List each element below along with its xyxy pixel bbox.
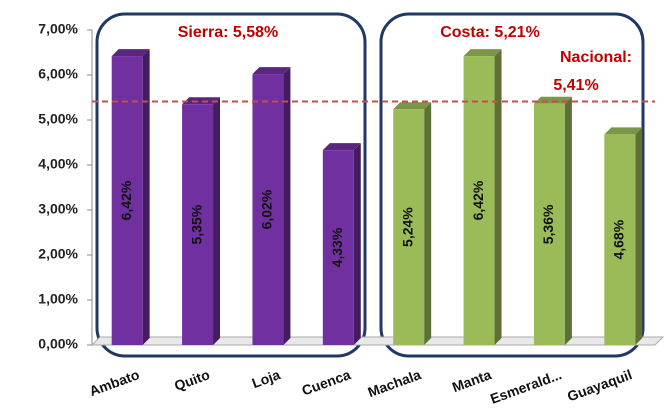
sierra-box	[95, 12, 367, 358]
bar	[252, 74, 284, 345]
y-tick-label: 2,00%	[38, 246, 78, 262]
bar	[463, 56, 495, 345]
y-tick-label: 1,00%	[38, 291, 78, 307]
x-tick-label: Cuenca	[300, 366, 353, 398]
y-tick-label: 3,00%	[38, 201, 78, 217]
y-tick-label: 5,00%	[38, 111, 78, 127]
costa-box	[379, 12, 645, 358]
bar-side	[283, 67, 291, 345]
x-tick-label: Guayaquil	[565, 366, 634, 404]
bar	[322, 150, 354, 345]
floor	[90, 336, 665, 346]
bar-top	[393, 102, 432, 110]
value-label: 4,68%	[611, 219, 627, 259]
x-tick-label: Quito	[172, 366, 212, 394]
bar-top	[463, 49, 502, 57]
y-tick-label: 4,00%	[38, 156, 78, 172]
bar-top	[252, 67, 291, 75]
bar	[111, 56, 143, 345]
bar	[604, 134, 636, 345]
reference-label: 5,41%	[553, 77, 598, 94]
bar-top	[182, 97, 221, 105]
x-tick-label: Esmerald...	[488, 366, 564, 407]
bar	[182, 104, 214, 345]
bar-side	[494, 49, 502, 345]
bar-side	[353, 143, 361, 345]
y-tick-label: 7,00%	[38, 21, 78, 37]
value-label: 5,35%	[188, 204, 204, 244]
bar-side	[142, 49, 150, 345]
bar-top	[604, 127, 643, 135]
x-tick-label: Ambato	[87, 366, 141, 399]
bar-top	[322, 143, 361, 151]
bar-side	[635, 127, 643, 346]
annotation: Costa: 5,21%	[440, 24, 540, 41]
y-tick-label: 6,00%	[38, 66, 78, 82]
x-tick-label: Machala	[366, 366, 424, 400]
y-tick-label: 0,00%	[38, 336, 78, 352]
value-label: 5,24%	[399, 207, 415, 247]
x-tick-label: Manta	[450, 366, 494, 395]
bar-top	[111, 49, 150, 57]
x-tick-label: Loja	[250, 366, 283, 391]
bar-side	[213, 97, 221, 345]
bar	[533, 103, 565, 345]
value-label: 6,42%	[470, 180, 486, 220]
reference-label: Nacional:	[560, 49, 632, 66]
value-label: 4,33%	[329, 227, 345, 267]
value-label: 6,42%	[118, 180, 134, 220]
bar	[393, 109, 425, 345]
bar-side	[424, 102, 432, 345]
bar-side	[564, 96, 572, 345]
annotation: Sierra: 5,58%	[178, 24, 279, 41]
value-label: 5,36%	[540, 204, 556, 244]
value-label: 6,02%	[259, 189, 275, 229]
